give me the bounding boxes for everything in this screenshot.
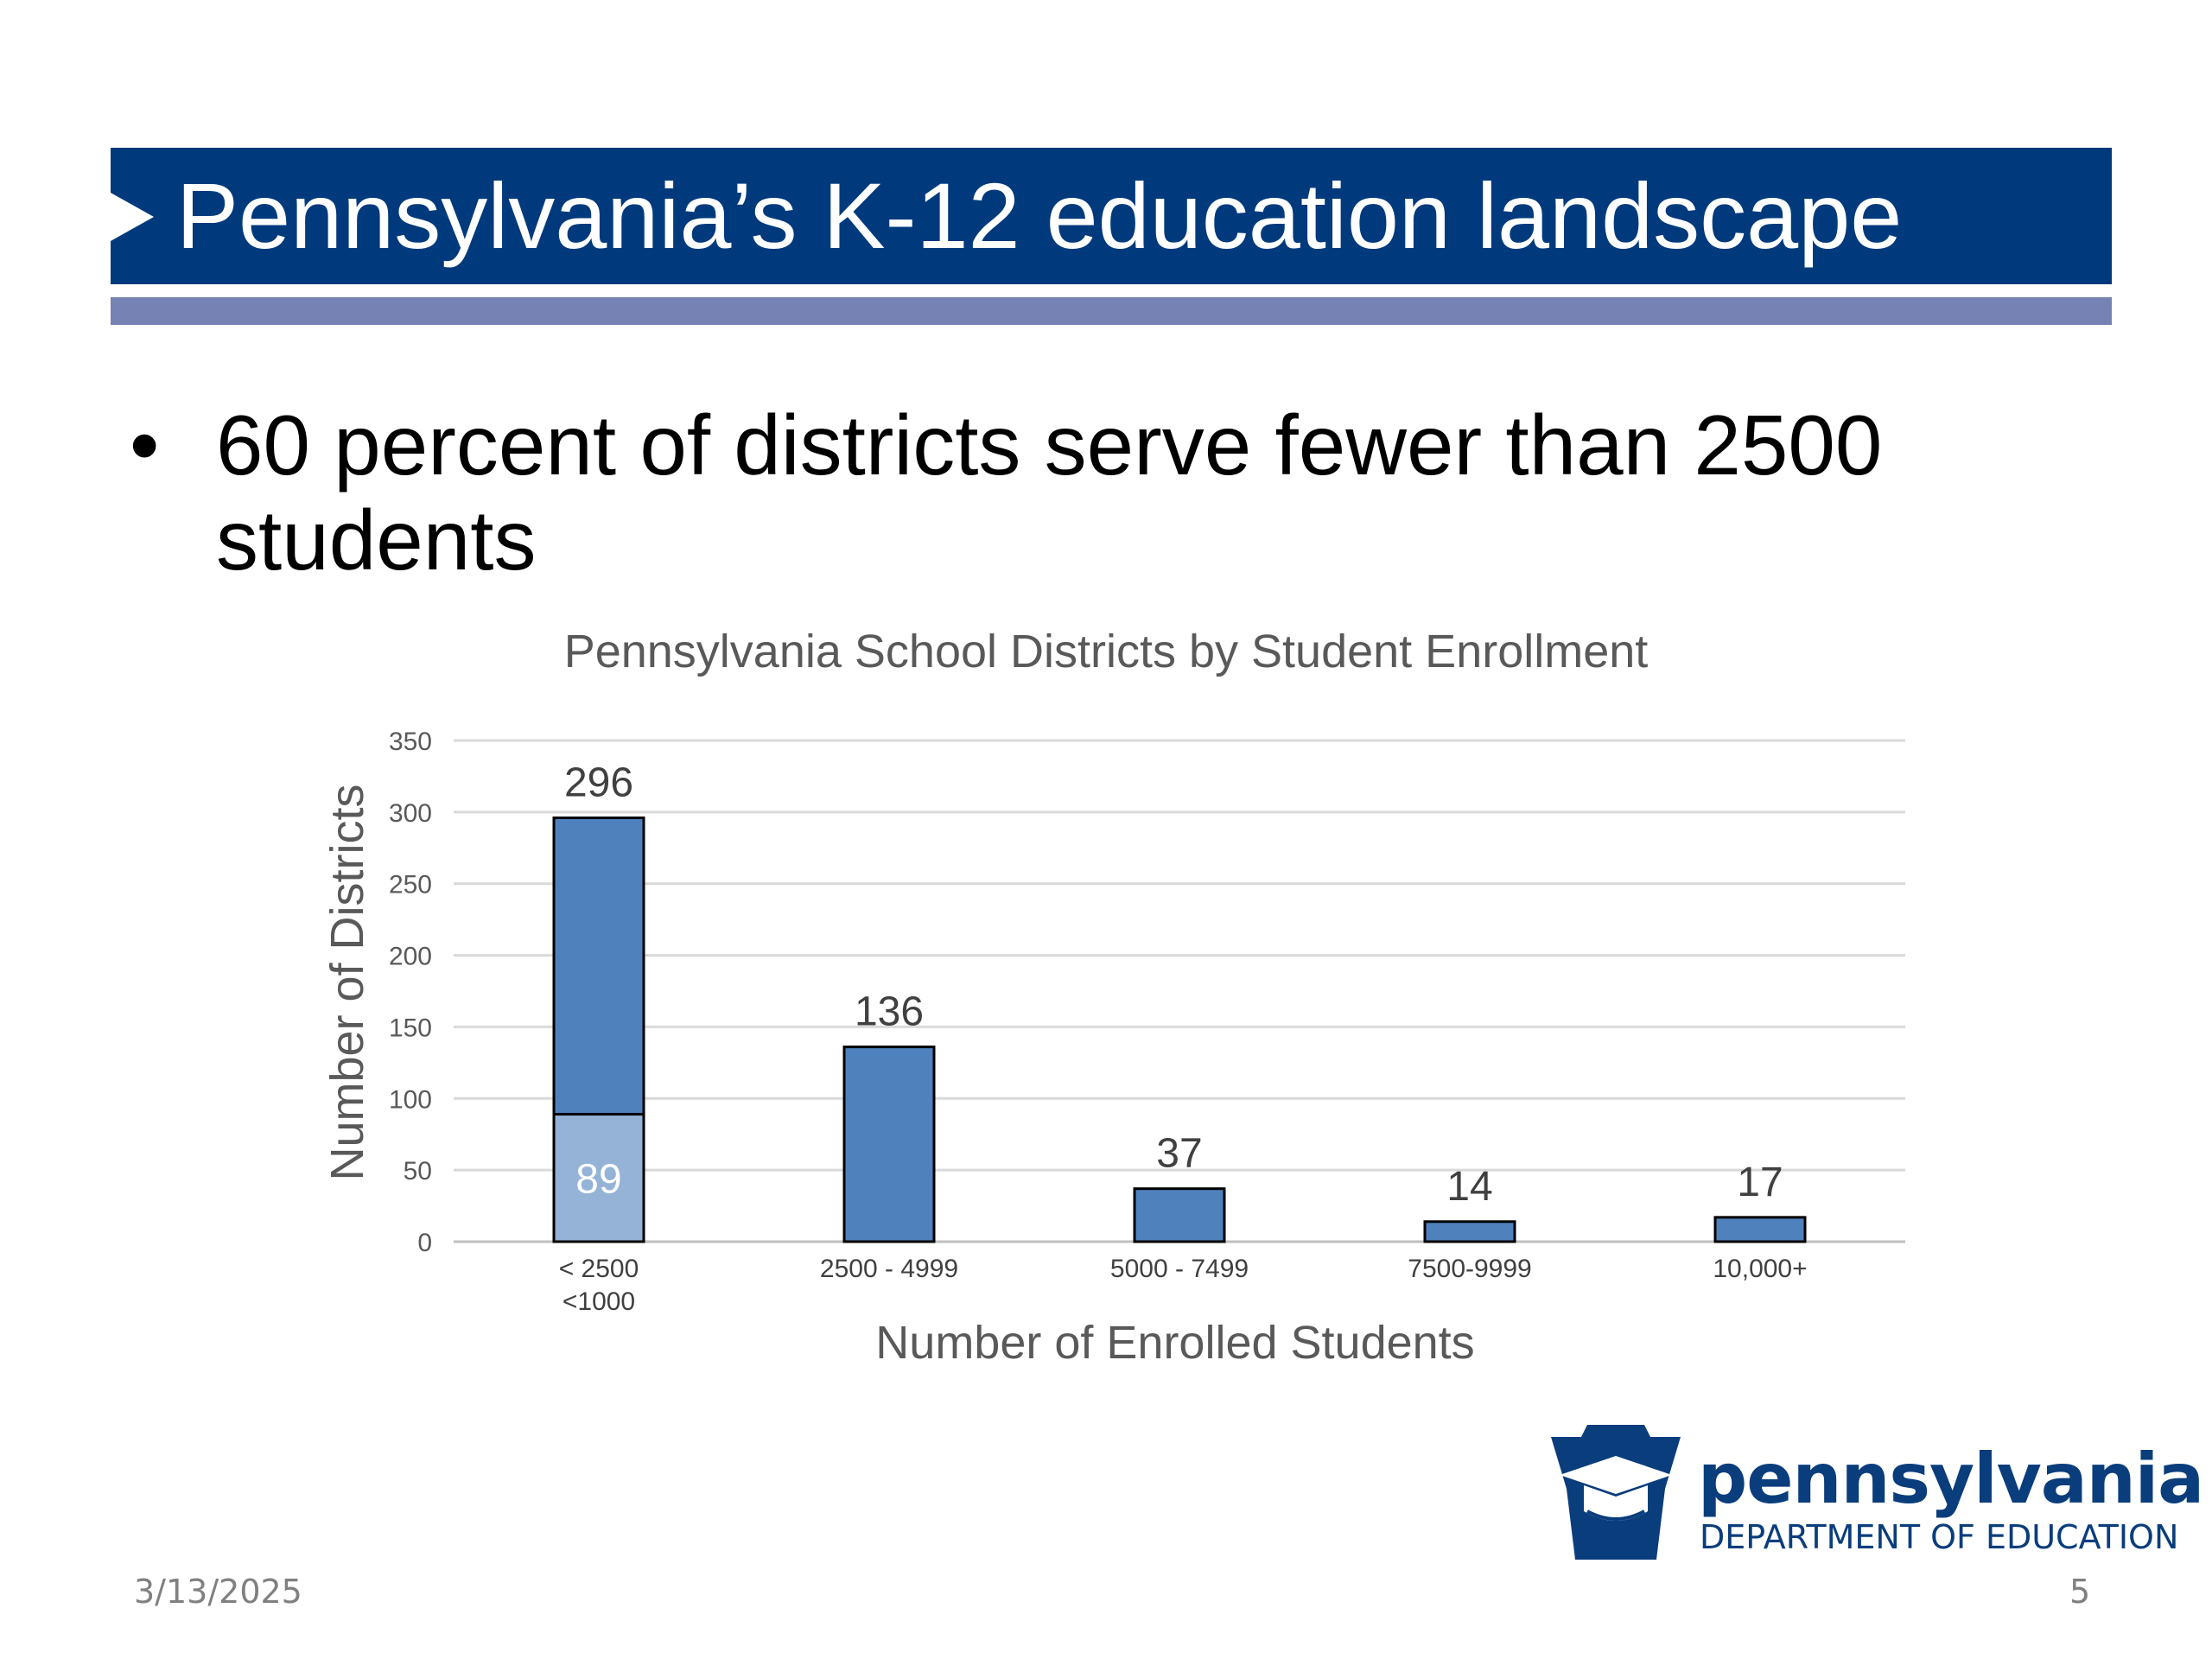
y-tick-label: 150	[389, 1014, 432, 1042]
x-tick-label: 5000 - 7499	[1110, 1255, 1249, 1283]
logo-wordmark: pennsylvania	[1698, 1439, 2204, 1519]
chart-title: Pennsylvania School Districts by Student…	[564, 626, 1649, 677]
pa-department-of-education-logo: pennsylvania DEPARTMENT OF EDUCATION	[1542, 1421, 2204, 1573]
x-tick-label: 10,000+	[1713, 1255, 1807, 1283]
y-tick-label: 100	[389, 1085, 432, 1114]
y-tick-label: 200	[389, 943, 432, 971]
bar	[1713, 1216, 1807, 1243]
slide-date: 3/13/2025	[134, 1573, 302, 1611]
data-label: 136	[855, 989, 924, 1035]
data-label: 37	[1156, 1131, 1202, 1177]
data-label: 296	[564, 760, 633, 805]
y-tick-label: 300	[389, 799, 432, 828]
bar	[842, 1046, 936, 1243]
x-tick-label: 7500-9999	[1408, 1255, 1531, 1283]
subset-data-label: 89	[575, 1156, 621, 1202]
y-tick-label: 0	[417, 1229, 432, 1257]
title-banner: Pennsylvania’s K-12 education landscape	[111, 148, 2112, 284]
enrollment-bar-chart: Pennsylvania School Districts by Student…	[321, 626, 1905, 1369]
keystone-graduation-cap-icon	[1551, 1425, 1681, 1560]
chevron-right-icon	[111, 193, 154, 241]
bar	[1133, 1187, 1226, 1243]
x-tick-label: < 2500	[559, 1255, 639, 1283]
y-tick-label: 50	[404, 1157, 432, 1185]
bar	[1423, 1220, 1516, 1243]
y-tick-label: 350	[389, 728, 432, 756]
gridlines: 0 50 100 150 200 250 300 350	[389, 728, 1905, 1257]
page-number: 5	[2069, 1573, 2091, 1611]
x-axis-label: Number of Enrolled Students	[875, 1317, 1474, 1369]
slide-title: Pennsylvania’s K-12 education landscape	[176, 163, 1903, 268]
data-labels: 296 136 37 14 17 89	[564, 760, 1783, 1209]
bar-subset	[552, 1113, 645, 1243]
x-tick-label: 2500 - 4999	[820, 1255, 958, 1283]
bullet-text: 60 percent of districts serve fewer than…	[216, 397, 1883, 588]
data-label: 17	[1737, 1160, 1783, 1205]
y-axis-label: Number of Districts	[321, 784, 373, 1180]
data-label: 14	[1446, 1164, 1492, 1210]
title-underline-bar	[111, 297, 2112, 325]
bullet-icon: •	[130, 397, 160, 493]
bars	[552, 816, 1807, 1243]
logo-subtitle: DEPARTMENT OF EDUCATION	[1700, 1518, 2179, 1556]
y-tick-label: 250	[389, 871, 432, 899]
x-tick-labels: < 2500 2500 - 4999 5000 - 7499 7500-9999 10,…	[559, 1255, 1808, 1316]
x-tick-sublabel: <1000	[563, 1287, 635, 1316]
